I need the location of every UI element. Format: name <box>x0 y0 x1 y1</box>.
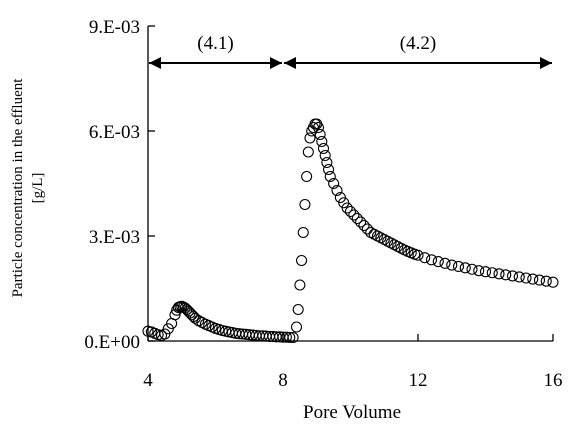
data-point <box>323 163 335 176</box>
data-point <box>314 128 326 141</box>
data-point <box>299 198 311 211</box>
data-point <box>186 309 198 321</box>
y-axis-label-line1: Particle concentration in the effluent <box>10 78 26 298</box>
data-point <box>301 170 313 183</box>
data-point <box>302 146 314 158</box>
x-tick-label: 8 <box>278 370 288 391</box>
data-point <box>280 331 292 343</box>
data-point <box>331 184 343 197</box>
data-point <box>425 254 438 266</box>
data-point <box>432 255 444 268</box>
data-point <box>527 273 539 285</box>
arrowhead-right <box>270 57 282 69</box>
data-point <box>344 205 357 218</box>
data-point <box>513 271 525 283</box>
data-point <box>341 202 353 214</box>
y-tick-label: 9.E-03 <box>89 17 140 38</box>
data-point <box>446 259 458 271</box>
data-point <box>486 267 498 279</box>
y-tick-label: 6.E-03 <box>89 122 140 143</box>
data-point <box>540 275 552 287</box>
data-point <box>452 260 465 273</box>
data-point <box>294 279 306 291</box>
data-point <box>506 270 519 282</box>
data-point <box>412 249 424 261</box>
data-point <box>473 265 485 277</box>
data-point <box>284 331 296 344</box>
arrowhead-right <box>540 57 552 69</box>
data-point <box>319 149 331 162</box>
data-point <box>348 209 360 221</box>
data-point <box>287 331 299 344</box>
data-point <box>439 257 451 269</box>
data-point <box>479 266 492 278</box>
data-point <box>324 170 336 183</box>
x-tick-label: 16 <box>544 370 563 391</box>
data-point <box>355 216 367 228</box>
data-point <box>351 212 363 225</box>
region-label: (4.1) <box>197 33 233 54</box>
data-point <box>290 321 303 333</box>
data-point <box>419 252 431 264</box>
data-point <box>304 132 316 144</box>
data-point <box>533 274 546 286</box>
data-point <box>358 219 370 232</box>
data-point <box>169 309 181 321</box>
data-point <box>547 276 559 288</box>
data-point <box>321 156 333 169</box>
data-point <box>317 142 330 155</box>
data-point <box>296 254 308 267</box>
data-point <box>500 269 512 281</box>
data-point <box>466 263 478 275</box>
data-point <box>297 226 309 239</box>
y-tick-label: 0.E+00 <box>84 332 140 353</box>
data-point <box>312 121 324 134</box>
arrowhead-left <box>149 57 161 69</box>
y-axis-label-line2: [g/L] <box>30 173 46 204</box>
plot-area: 4 8 12 16 0.E+00 3.E-03 6.E-03 9.E-03 (4.1) (4.2) <box>84 17 562 391</box>
data-point <box>292 303 304 316</box>
x-tick-label: 12 <box>409 370 428 391</box>
data-point <box>520 272 532 284</box>
data-point <box>328 177 340 190</box>
data-point <box>316 135 328 148</box>
data-point <box>459 262 471 274</box>
arrowhead-left <box>284 57 296 69</box>
y-tick-label: 3.E-03 <box>89 227 140 248</box>
x-tick-label: 4 <box>143 370 153 391</box>
data-point <box>493 268 505 280</box>
x-axis-label: Pore Volume <box>303 402 401 423</box>
region-label: (4.2) <box>400 33 436 54</box>
